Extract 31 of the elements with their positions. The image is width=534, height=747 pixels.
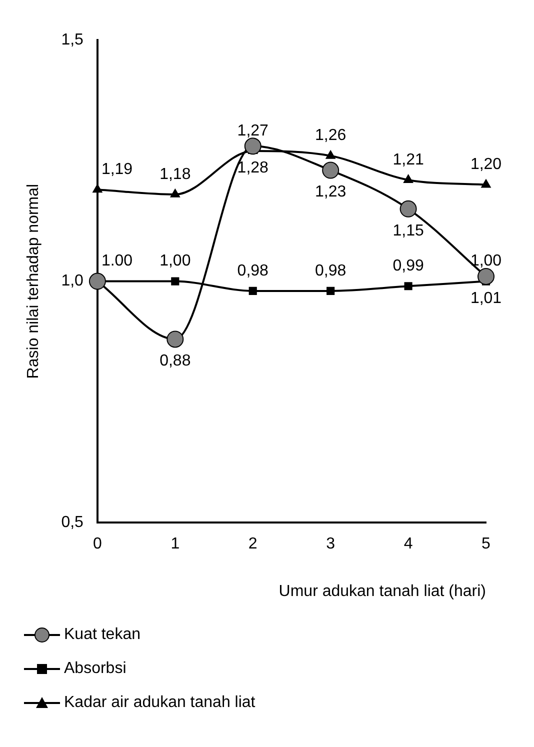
data-label: 1,01: [470, 290, 502, 307]
x-tick-label: 1: [170, 536, 180, 553]
y-tick-label: 1,5: [61, 31, 84, 48]
x-tick-label: 2: [248, 536, 258, 553]
y-axis-title: Rasio nilai terhadap normal: [25, 184, 42, 379]
y-tick-label: 0,5: [61, 514, 84, 532]
data-label: 1,21: [392, 151, 424, 168]
data-label: 1,15: [392, 222, 424, 240]
data-label: 1,28: [237, 160, 269, 177]
data-label: 1,23: [315, 184, 346, 201]
x-tick-label: 0: [92, 536, 102, 553]
legend-label: Kadar air adukan tanah liat: [64, 694, 256, 712]
data-label: 0,98: [315, 262, 346, 280]
x-axis-title: Umur adukan tanah liat (hari): [278, 582, 486, 600]
data-label: 0,88: [160, 352, 191, 370]
x-tick-label: 4: [404, 536, 413, 553]
data-label: 0,98: [237, 262, 269, 280]
y-tick-label: 1,0: [61, 272, 84, 290]
data-label: 0,99: [392, 258, 424, 275]
data-label: 1,19: [101, 161, 133, 178]
data-label: 1,27: [237, 122, 269, 140]
data-label: 1,26: [315, 127, 346, 144]
legend-label: Kuat tekan: [64, 626, 140, 644]
data-label: 1,00: [160, 252, 191, 270]
data-label: 1,18: [160, 166, 191, 183]
legend-label: Absorbsi: [64, 660, 126, 678]
data-label: 1,20: [470, 156, 502, 174]
x-tick-label: 5: [482, 536, 491, 553]
data-label: 1.00: [101, 252, 133, 270]
x-tick-label: 3: [326, 536, 336, 553]
data-label: 1,00: [470, 252, 502, 270]
